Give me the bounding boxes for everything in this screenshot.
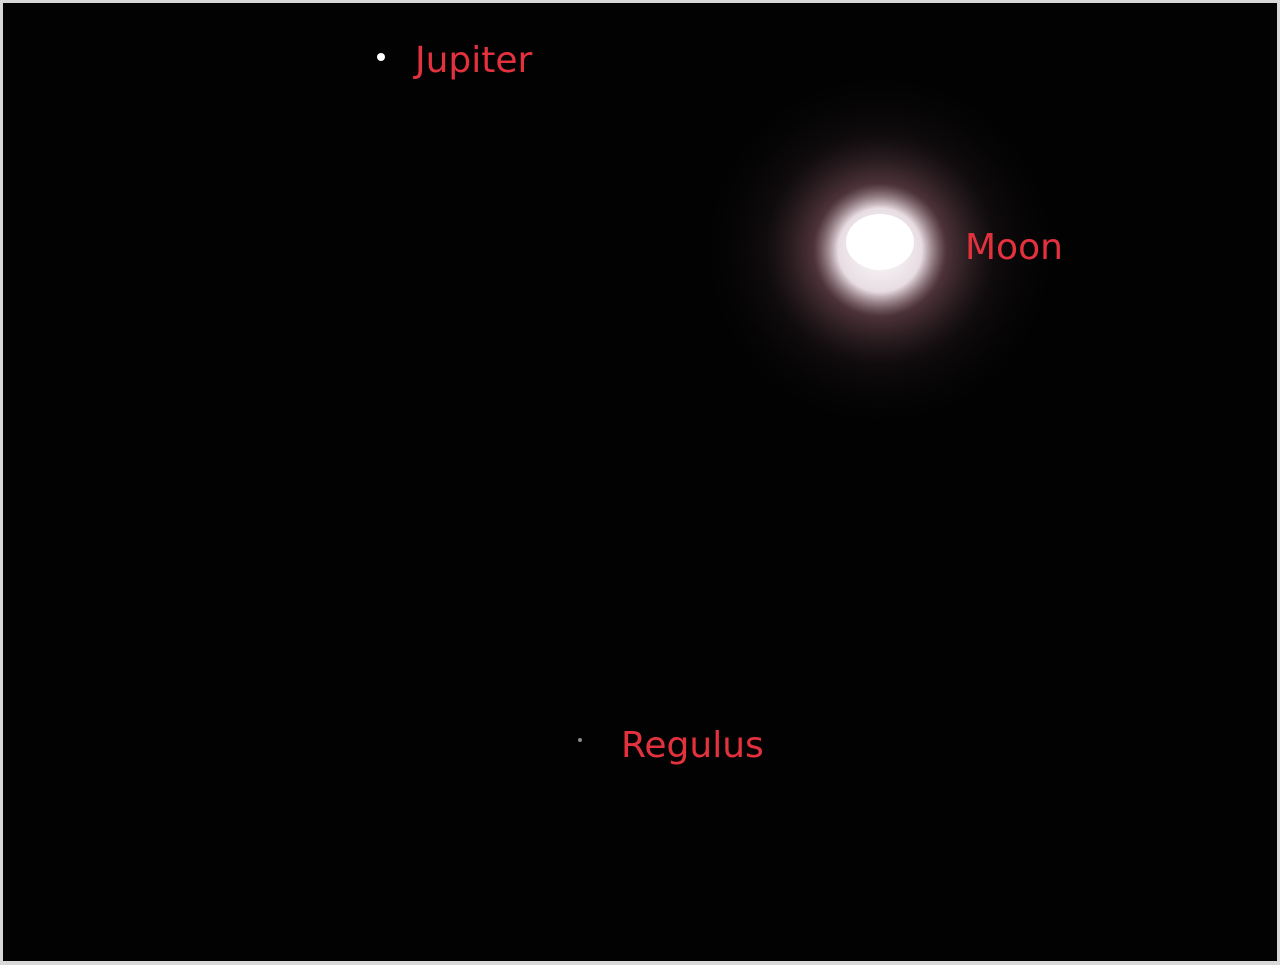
night-sky — [3, 3, 1277, 961]
object-label: Regulus — [621, 725, 764, 766]
object-label: Moon — [965, 227, 1063, 268]
object-label: Jupiter — [413, 40, 533, 81]
jupiter-dot — [377, 53, 385, 61]
regulus-dot — [578, 738, 582, 742]
sky-photo: Jupiter Moon Regulus — [0, 0, 1280, 965]
moon-disk — [846, 214, 914, 270]
page: {"objects": [{"label": "Jupiter"}, {"lab… — [0, 0, 1280, 965]
